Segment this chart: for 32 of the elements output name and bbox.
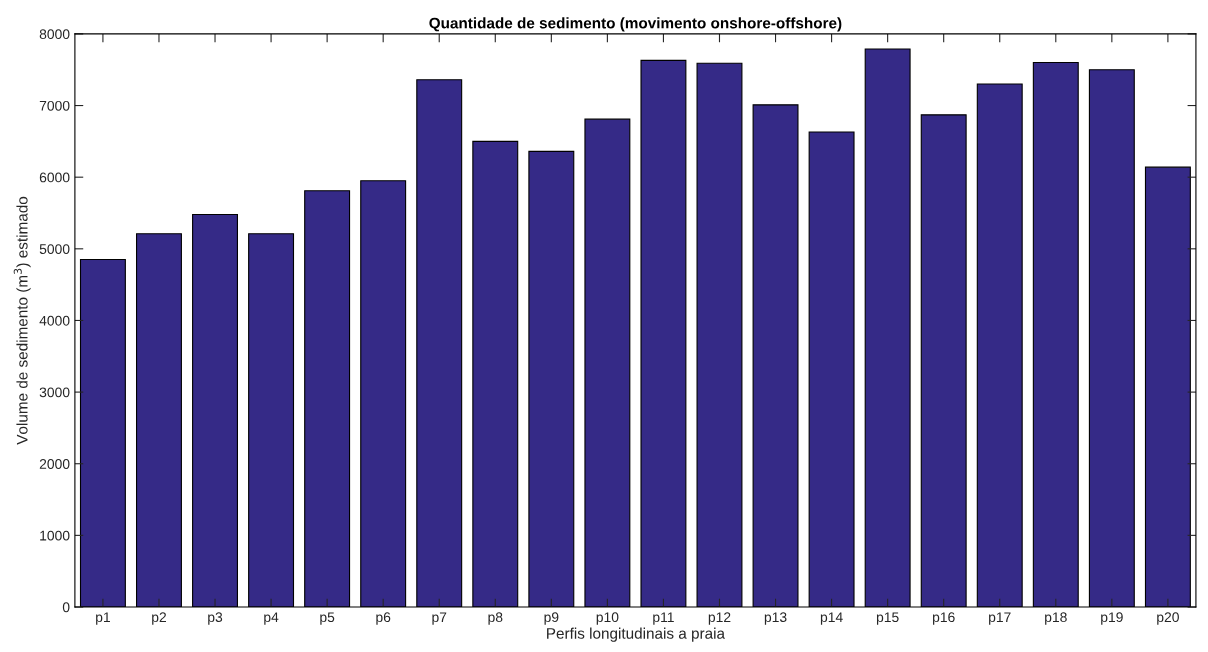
x-tick-label: p11 <box>653 612 674 625</box>
x-tick-label: p4 <box>264 612 279 625</box>
chart-title: Quantidade de sedimento (movimento onshore-offshore) <box>429 17 842 32</box>
x-tick-label: p13 <box>764 612 787 625</box>
x-tick-label: p2 <box>152 612 166 625</box>
y-axis-title: Volume de sedimento (m$^{3}$) estimado <box>13 196 31 445</box>
x-tick-label: p16 <box>933 612 955 625</box>
x-tick-label: p5 <box>320 612 335 625</box>
y-tick-label: 7000 <box>39 100 70 111</box>
x-tick-label: p9 <box>544 612 559 625</box>
x-tick-label: p14 <box>820 612 843 625</box>
x-tick-label: p10 <box>596 612 619 625</box>
y-tick-label: 3000 <box>39 387 70 398</box>
x-axis-title: Perfis longitudinais a praia <box>547 627 726 642</box>
x-tick-label: p8 <box>488 612 503 625</box>
x-tick-label: p19 <box>1101 612 1123 625</box>
y-tick-label: 5000 <box>39 244 70 254</box>
y-tick-label: 6000 <box>39 172 70 183</box>
x-tick-label: p20 <box>1157 612 1179 625</box>
x-tick-label: p15 <box>876 612 899 625</box>
x-tick-label: p12 <box>708 612 731 625</box>
y-tick-label: 4000 <box>39 315 70 326</box>
x-tick-label: p17 <box>989 612 1011 625</box>
x-tick-label: p3 <box>208 612 223 625</box>
y-tick-label: 1000 <box>40 530 70 541</box>
y-tick-label: 8000 <box>39 29 70 40</box>
x-tick-label: p18 <box>1045 612 1067 625</box>
x-tick-label: p7 <box>432 612 447 625</box>
x-tick-label: p1 <box>96 612 110 625</box>
y-tick-label: 0 <box>62 602 70 613</box>
y-tick-label: 2000 <box>39 459 70 469</box>
x-tick-label: p6 <box>376 612 391 625</box>
